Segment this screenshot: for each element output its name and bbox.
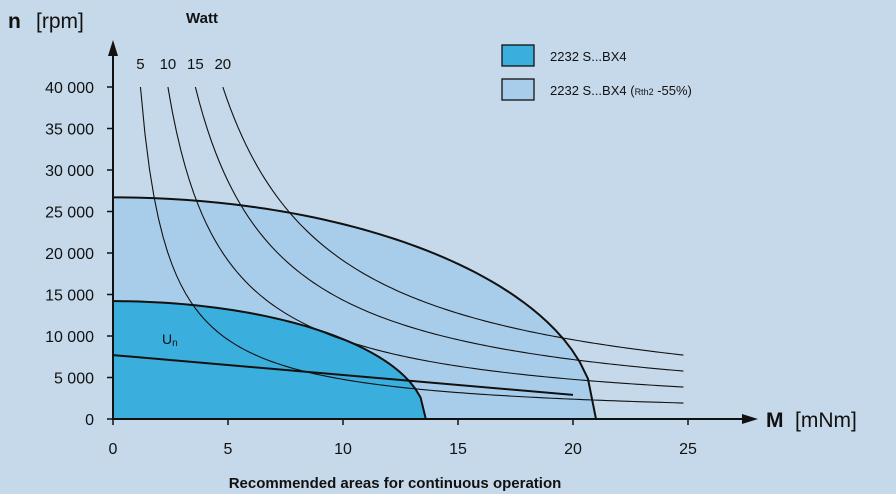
area-standard-boundary bbox=[112, 300, 427, 420]
tick-labels: 0 5 000 10 000 15 000 20 000 25 000 30 000 35 0… bbox=[45, 80, 697, 458]
power-curves-title: Watt bbox=[186, 10, 218, 27]
power-curve-labels: 5 10 15 20 bbox=[136, 56, 231, 73]
legend-swatch-standard bbox=[501, 44, 535, 67]
power-curve-label-10w: 10 bbox=[160, 56, 177, 73]
nominal-speed-torque-line bbox=[112, 354, 574, 396]
y-tick-label: 15 000 bbox=[45, 288, 94, 305]
y-axis-letter: n bbox=[8, 10, 21, 33]
x-tick-label: 25 bbox=[679, 441, 697, 458]
x-axis-unit: [mNm] bbox=[795, 409, 857, 432]
y-tick-label: 0 bbox=[85, 412, 94, 429]
area-standard-fill bbox=[113, 301, 426, 419]
legend-swatch-extended bbox=[501, 78, 535, 101]
x-tick-label: 20 bbox=[564, 441, 582, 458]
power-curve-10w bbox=[167, 86, 684, 388]
power-curve-label-15w: 15 bbox=[187, 56, 204, 73]
y-tick-label: 25 000 bbox=[45, 205, 94, 222]
axes bbox=[107, 40, 758, 425]
x-tick-label: 5 bbox=[224, 441, 233, 458]
x-axis-letter: M bbox=[766, 409, 784, 432]
legend-label-extended-suffix: -55%) bbox=[654, 83, 692, 98]
power-curve-label-5w: 5 bbox=[136, 56, 144, 73]
y-tick-label: 10 000 bbox=[45, 329, 94, 346]
x-tick-label: 15 bbox=[449, 441, 467, 458]
y-tick-label: 20 000 bbox=[45, 246, 94, 263]
area-extended-boundary bbox=[112, 196, 597, 420]
x-axis-arrow bbox=[742, 414, 758, 424]
y-tick-label: 35 000 bbox=[45, 122, 94, 139]
x-tick-label: 10 bbox=[334, 441, 352, 458]
y-tick-label: 40 000 bbox=[45, 80, 94, 97]
y-tick-label: 30 000 bbox=[45, 163, 94, 180]
power-curves bbox=[139, 86, 684, 404]
nominal-voltage-sub: n bbox=[172, 338, 178, 349]
legend-label-extended-main: 2232 S...BX4 ( bbox=[550, 83, 635, 98]
operation-areas bbox=[112, 196, 597, 420]
y-axis-arrow bbox=[108, 40, 118, 56]
nominal-voltage-label: Un bbox=[162, 331, 178, 349]
power-curve-label-20w: 20 bbox=[214, 56, 231, 73]
legend-label-standard: 2232 S...BX4 bbox=[550, 49, 627, 64]
x-tick-label: 0 bbox=[109, 441, 118, 458]
nominal-voltage-letter: U bbox=[162, 331, 172, 347]
power-curve-15w bbox=[194, 86, 684, 372]
legend: 2232 S...BX4 2232 S...BX4 (Rth2 -55%) bbox=[501, 44, 692, 101]
power-curve-20w bbox=[222, 86, 684, 356]
legend-label-extended: 2232 S...BX4 (Rth2 -55%) bbox=[550, 83, 692, 98]
power-curve-5w bbox=[139, 86, 684, 404]
speed-torque-lines bbox=[112, 354, 574, 396]
y-axis-unit: [rpm] bbox=[36, 10, 84, 33]
legend-label-extended-sub: Rth2 bbox=[635, 87, 654, 97]
chart-caption: Recommended areas for continuous operati… bbox=[229, 475, 562, 492]
y-tick-label: 5 000 bbox=[54, 371, 94, 388]
